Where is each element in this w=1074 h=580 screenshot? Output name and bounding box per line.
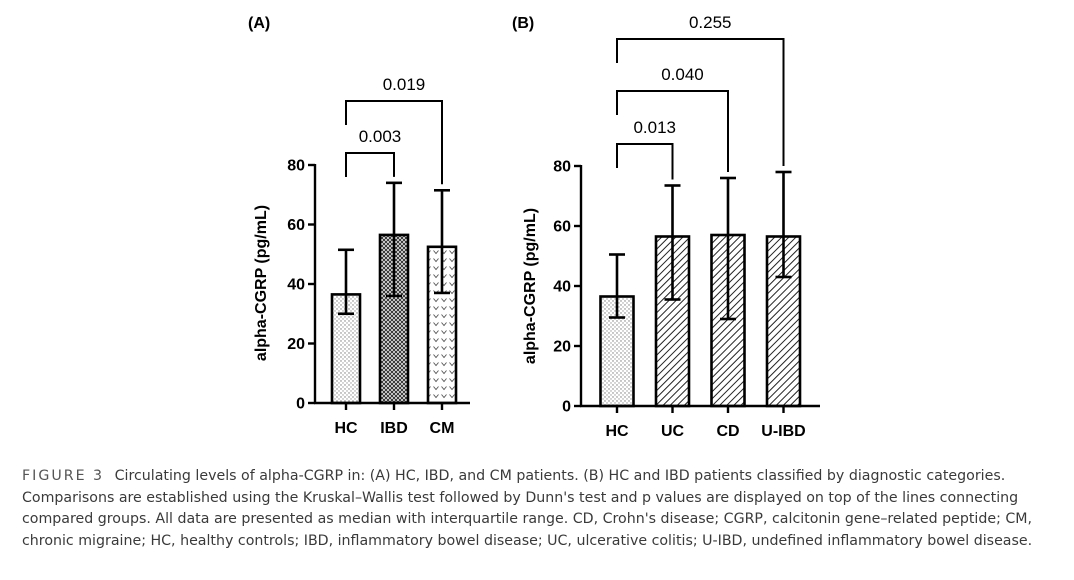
y-axis-title: alpha-CGRP (pg/mL) xyxy=(522,208,539,364)
comparison-bracket xyxy=(345,152,395,177)
y-tick-label: 20 xyxy=(287,336,305,353)
p-value-label: 0.003 xyxy=(359,127,402,146)
caption-label: FIGURE 3 xyxy=(22,468,105,484)
panel-a: (A) alpha-CGRP (pg/mL) 0.003 0.019 0 20 40 6… xyxy=(248,15,470,437)
comparison-bracket xyxy=(616,38,785,166)
x-tick-label-cd: CD xyxy=(716,423,739,440)
x-tick-label-hc: HC xyxy=(605,423,629,440)
y-tick-label: 40 xyxy=(553,279,571,296)
panel-label: (A) xyxy=(248,15,270,32)
y-tick-label: 80 xyxy=(287,158,305,175)
y-tick-label: 0 xyxy=(562,399,571,416)
figure: (A) alpha-CGRP (pg/mL) 0.003 0.019 0 20 40 6… xyxy=(248,13,820,440)
x-tick-label-u-ibd: U-IBD xyxy=(761,423,805,440)
p-value-label: 0.255 xyxy=(689,13,732,32)
y-tick-label: 60 xyxy=(553,219,571,236)
x-tick-label-hc: HC xyxy=(334,420,358,437)
comparison-bracket xyxy=(616,90,729,172)
p-value-label: 0.013 xyxy=(633,118,676,137)
panel-b: (B) alpha-CGRP (pg/mL) 0.013 0.040 0.255 0… xyxy=(512,13,820,440)
figure-caption: FIGURE 3 Circulating levels of alpha-CGR… xyxy=(22,466,1052,552)
y-tick-label: 40 xyxy=(287,277,305,294)
caption-text: Circulating levels of alpha-CGRP in: (A)… xyxy=(22,468,1033,549)
p-value-label: 0.040 xyxy=(661,65,704,84)
y-axis-title: alpha-CGRP (pg/mL) xyxy=(253,205,270,361)
x-tick-label-ibd: IBD xyxy=(380,420,408,437)
panel-label: (B) xyxy=(512,15,534,32)
y-tick-label: 60 xyxy=(287,217,305,234)
y-tick-label: 20 xyxy=(553,339,571,356)
comparison-bracket xyxy=(616,143,674,180)
y-tick-label: 80 xyxy=(553,159,571,176)
p-value-label: 0.019 xyxy=(383,75,426,94)
x-tick-label-uc: UC xyxy=(661,423,685,440)
y-tick-label: 0 xyxy=(296,396,305,413)
comparison-bracket xyxy=(345,100,443,185)
x-tick-label-cm: CM xyxy=(430,420,455,437)
